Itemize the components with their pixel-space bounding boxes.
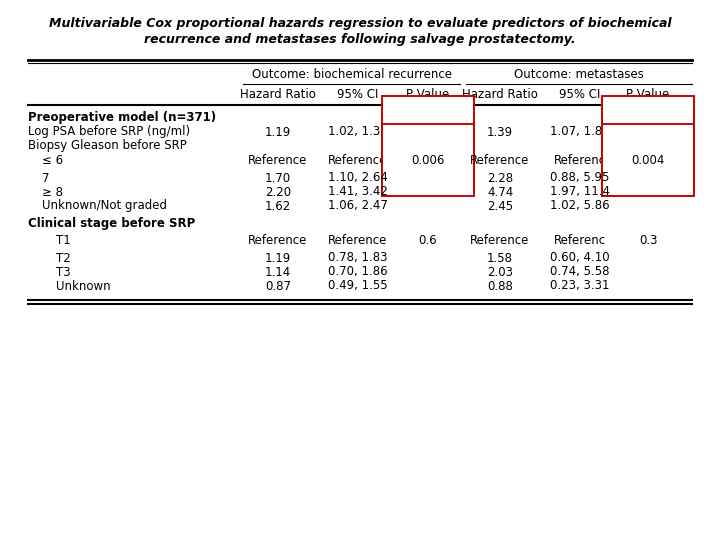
Text: 0.88, 5.95: 0.88, 5.95 xyxy=(550,172,610,185)
Text: 1.14: 1.14 xyxy=(265,266,291,279)
Text: Reference: Reference xyxy=(248,233,307,246)
Text: 1.39: 1.39 xyxy=(487,125,513,138)
Text: Unknown/Not graded: Unknown/Not graded xyxy=(42,199,167,213)
Text: 0.028: 0.028 xyxy=(411,125,445,138)
Text: 7: 7 xyxy=(42,172,50,185)
Text: 1.62: 1.62 xyxy=(265,199,291,213)
Text: Clinical stage before SRP: Clinical stage before SRP xyxy=(28,218,195,231)
Text: 4.74: 4.74 xyxy=(487,186,513,199)
Text: 1.19: 1.19 xyxy=(265,252,291,265)
Text: 0.49, 1.55: 0.49, 1.55 xyxy=(328,280,388,293)
Text: 1.41, 3.42: 1.41, 3.42 xyxy=(328,186,388,199)
Text: 0.78, 1.83: 0.78, 1.83 xyxy=(328,252,388,265)
Text: P Value: P Value xyxy=(626,87,670,100)
Text: P Value: P Value xyxy=(406,87,449,100)
Text: 1.02, 1.38: 1.02, 1.38 xyxy=(328,125,388,138)
Text: Log PSA before SRP (ng/ml): Log PSA before SRP (ng/ml) xyxy=(28,125,190,138)
Text: 0.006: 0.006 xyxy=(411,153,445,166)
Text: Referenc: Referenc xyxy=(554,233,606,246)
Text: Preoperative model (n=371): Preoperative model (n=371) xyxy=(28,111,216,125)
Text: 2.20: 2.20 xyxy=(265,186,291,199)
Text: 2.03: 2.03 xyxy=(487,266,513,279)
Text: 0.004: 0.004 xyxy=(631,153,665,166)
Text: 0.60, 4.10: 0.60, 4.10 xyxy=(550,252,610,265)
Text: Multivariable Cox proportional hazards regression to evaluate predictors of bioc: Multivariable Cox proportional hazards r… xyxy=(49,17,671,30)
Text: 1.07, 1.81: 1.07, 1.81 xyxy=(550,125,610,138)
Text: Reference: Reference xyxy=(328,153,387,166)
Text: 0.6: 0.6 xyxy=(419,233,437,246)
Text: 1.58: 1.58 xyxy=(487,252,513,265)
Text: 1.19: 1.19 xyxy=(265,125,291,138)
Text: Outcome: metastases: Outcome: metastases xyxy=(514,69,644,82)
Text: recurrence and metastases following salvage prostatectomy.: recurrence and metastases following salv… xyxy=(144,33,576,46)
Text: 2.28: 2.28 xyxy=(487,172,513,185)
Text: Reference: Reference xyxy=(248,153,307,166)
Text: Unknown: Unknown xyxy=(56,280,111,293)
Text: 0.70, 1.86: 0.70, 1.86 xyxy=(328,266,388,279)
Text: 1.70: 1.70 xyxy=(265,172,291,185)
Text: Reference: Reference xyxy=(470,153,530,166)
Text: 0.3: 0.3 xyxy=(639,233,657,246)
Text: T3: T3 xyxy=(56,266,71,279)
Text: Hazard Ratio: Hazard Ratio xyxy=(462,87,538,100)
Text: 95% CI: 95% CI xyxy=(337,87,379,100)
Text: 0.88: 0.88 xyxy=(487,280,513,293)
Text: 1.06, 2.47: 1.06, 2.47 xyxy=(328,199,388,213)
Text: Hazard Ratio: Hazard Ratio xyxy=(240,87,316,100)
Text: ≤ 6: ≤ 6 xyxy=(42,153,63,166)
Text: T2: T2 xyxy=(56,252,71,265)
Text: 1.10, 2.64: 1.10, 2.64 xyxy=(328,172,388,185)
Text: Reference: Reference xyxy=(470,233,530,246)
Text: 95% CI: 95% CI xyxy=(559,87,600,100)
Text: 0.74, 5.58: 0.74, 5.58 xyxy=(550,266,610,279)
Text: ≥ 8: ≥ 8 xyxy=(42,186,63,199)
Text: Referenc: Referenc xyxy=(554,153,606,166)
Text: 2.45: 2.45 xyxy=(487,199,513,213)
Text: 1.02, 5.86: 1.02, 5.86 xyxy=(550,199,610,213)
Text: 0.015: 0.015 xyxy=(631,125,665,138)
Text: T1: T1 xyxy=(56,233,71,246)
Text: 1.97, 11.4: 1.97, 11.4 xyxy=(550,186,610,199)
Text: 0.23, 3.31: 0.23, 3.31 xyxy=(550,280,610,293)
Text: Biopsy Gleason before SRP: Biopsy Gleason before SRP xyxy=(28,139,186,152)
Text: 0.87: 0.87 xyxy=(265,280,291,293)
Text: Reference: Reference xyxy=(328,233,387,246)
Text: Outcome: biochemical recurrence: Outcome: biochemical recurrence xyxy=(251,69,451,82)
